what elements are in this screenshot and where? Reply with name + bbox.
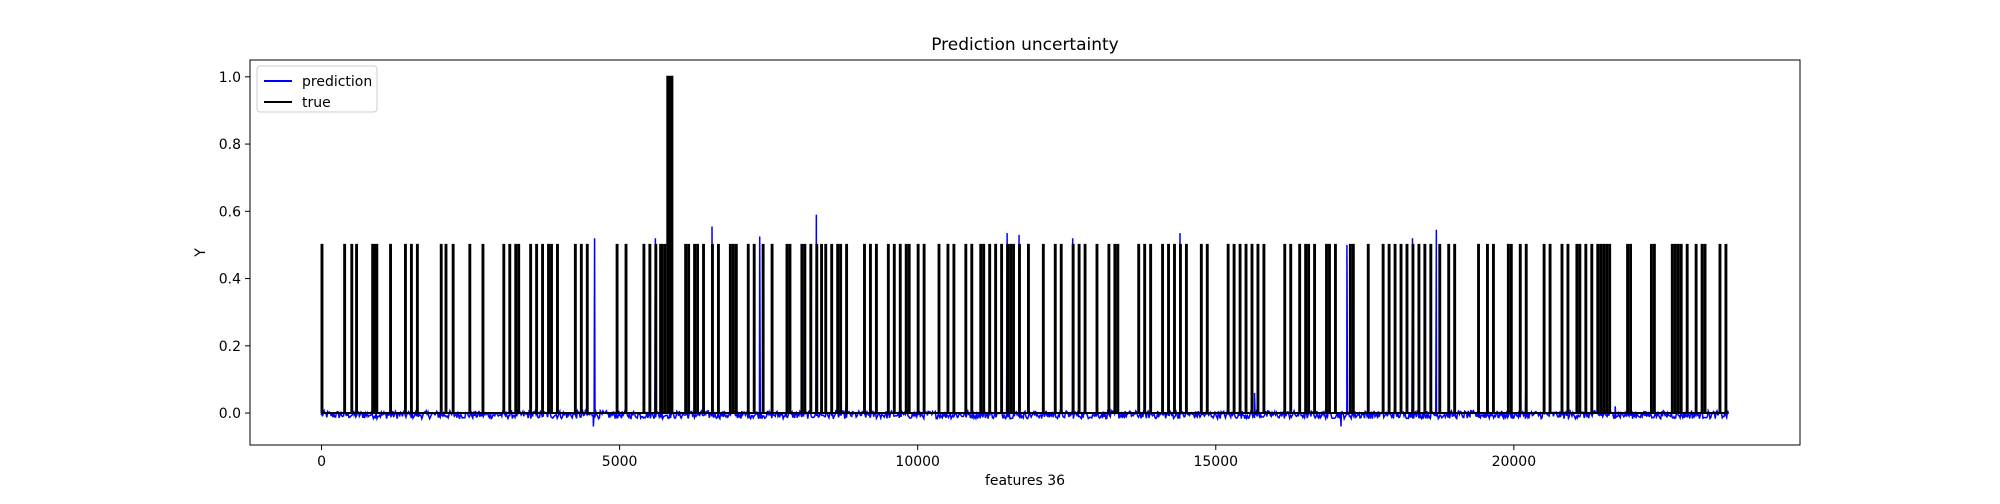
plot-frame: [249, 59, 1801, 446]
x-tick-label: 10000: [895, 454, 940, 470]
x-tick-label: 5000: [602, 454, 638, 470]
x-tick-label: 15000: [1193, 454, 1238, 470]
chart-title: Prediction uncertainty: [931, 35, 1119, 55]
plot-area: [320, 75, 1730, 427]
x-tick-label: 0: [317, 454, 326, 470]
y-tick-label: 0.6: [219, 204, 241, 220]
legend-box: [256, 65, 378, 113]
y-axis-label: Y: [193, 248, 209, 258]
y-tick-label: 0.4: [219, 272, 241, 288]
true-line: [320, 75, 1729, 415]
axes: 0 5000 10000 15000 20000 0.0 0.2 0.4 0.6 0.8 1.0: [219, 70, 1536, 470]
x-tick-label: 20000: [1492, 454, 1537, 470]
y-tick-label: 0.8: [219, 137, 241, 153]
y-tick-label: 1.0: [219, 70, 241, 86]
y-tick-label: 0.2: [219, 339, 241, 355]
legend-label-true: true: [302, 95, 331, 111]
prediction-line: [320, 76, 1730, 427]
y-tick-label: 0.0: [219, 406, 241, 422]
x-axis-label: features 36: [985, 473, 1065, 489]
legend: prediction true: [256, 65, 378, 113]
legend-label-prediction: prediction: [302, 74, 372, 90]
